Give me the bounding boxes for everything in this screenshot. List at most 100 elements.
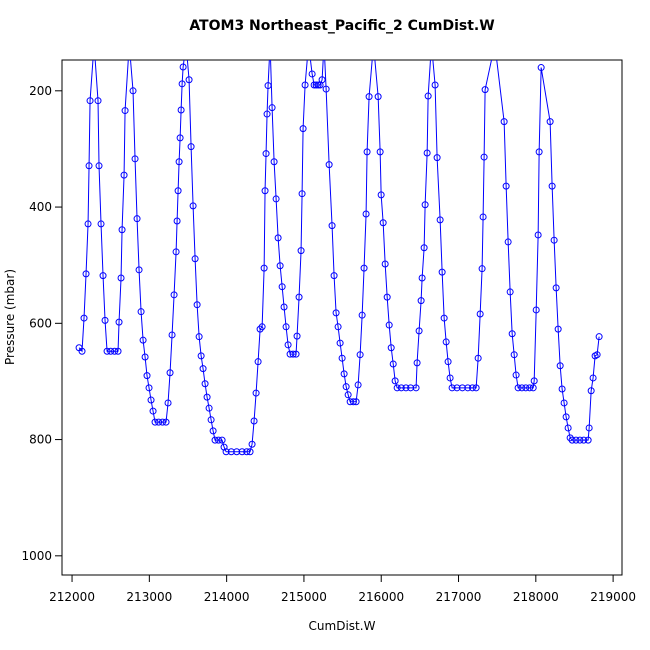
point bbox=[185, 76, 193, 84]
point bbox=[97, 220, 105, 228]
point bbox=[133, 215, 141, 223]
point bbox=[215, 436, 223, 444]
point bbox=[220, 443, 228, 451]
point bbox=[504, 238, 512, 246]
point bbox=[546, 118, 554, 126]
point bbox=[522, 384, 530, 392]
point bbox=[295, 293, 303, 301]
point bbox=[572, 436, 580, 444]
x-tick-label: 214000 bbox=[204, 590, 250, 604]
y-tick-label: 400 bbox=[29, 200, 52, 214]
point bbox=[284, 341, 292, 349]
point bbox=[178, 80, 186, 88]
point bbox=[262, 150, 270, 158]
point bbox=[585, 424, 593, 432]
point bbox=[526, 384, 534, 392]
point bbox=[330, 272, 338, 280]
point bbox=[510, 351, 518, 359]
point bbox=[207, 416, 215, 424]
point bbox=[481, 86, 489, 94]
x-tick-label: 219000 bbox=[590, 590, 636, 604]
point bbox=[365, 93, 373, 101]
point bbox=[352, 398, 360, 406]
point bbox=[548, 182, 556, 190]
x-axis-label: CumDist.W bbox=[309, 619, 376, 633]
point bbox=[478, 265, 486, 273]
point bbox=[189, 202, 197, 210]
point bbox=[506, 288, 514, 296]
point bbox=[558, 385, 566, 393]
point bbox=[78, 347, 86, 355]
point bbox=[145, 384, 153, 392]
point bbox=[397, 384, 405, 392]
point bbox=[289, 350, 297, 358]
point bbox=[85, 162, 93, 170]
point bbox=[550, 236, 558, 244]
point bbox=[193, 301, 201, 309]
point bbox=[118, 226, 126, 234]
point bbox=[187, 143, 195, 151]
point bbox=[502, 182, 510, 190]
y-tick-label: 1000 bbox=[21, 549, 52, 563]
point bbox=[374, 93, 382, 101]
point bbox=[562, 413, 570, 421]
point bbox=[529, 384, 537, 392]
point bbox=[444, 358, 452, 366]
point bbox=[325, 161, 333, 169]
point bbox=[433, 154, 441, 162]
plot-frame bbox=[61, 59, 623, 576]
point bbox=[376, 148, 384, 156]
point bbox=[201, 380, 209, 388]
point bbox=[476, 310, 484, 318]
x-tick-label: 215000 bbox=[281, 590, 327, 604]
point bbox=[268, 104, 276, 112]
point bbox=[114, 347, 122, 355]
point bbox=[535, 148, 543, 156]
point bbox=[518, 384, 526, 392]
point bbox=[560, 399, 568, 407]
point bbox=[584, 436, 592, 444]
point bbox=[211, 436, 219, 444]
point bbox=[233, 448, 241, 456]
point bbox=[468, 384, 476, 392]
point bbox=[121, 107, 129, 115]
y-tick-label: 200 bbox=[29, 84, 52, 98]
point bbox=[168, 331, 176, 339]
point bbox=[564, 424, 572, 432]
point bbox=[480, 153, 488, 161]
point bbox=[417, 297, 425, 305]
point bbox=[431, 81, 439, 89]
point bbox=[205, 404, 213, 412]
point bbox=[413, 359, 421, 367]
point bbox=[139, 336, 147, 344]
point bbox=[338, 354, 346, 362]
point bbox=[174, 187, 182, 195]
point bbox=[362, 210, 370, 218]
point bbox=[479, 213, 487, 221]
point bbox=[195, 333, 203, 341]
point bbox=[472, 384, 480, 392]
point bbox=[580, 436, 588, 444]
point bbox=[293, 332, 301, 340]
point bbox=[363, 148, 371, 156]
point bbox=[383, 293, 391, 301]
point bbox=[442, 338, 450, 346]
point bbox=[272, 195, 280, 203]
point bbox=[418, 274, 426, 282]
point bbox=[191, 255, 199, 263]
point bbox=[458, 384, 466, 392]
point bbox=[162, 418, 170, 426]
point bbox=[381, 260, 389, 268]
point bbox=[391, 377, 399, 385]
point bbox=[248, 440, 256, 448]
point bbox=[328, 222, 336, 230]
point bbox=[512, 371, 520, 379]
point bbox=[175, 158, 183, 166]
point bbox=[407, 384, 415, 392]
point bbox=[412, 384, 420, 392]
point bbox=[147, 396, 155, 404]
point bbox=[415, 327, 423, 335]
point bbox=[86, 97, 94, 105]
